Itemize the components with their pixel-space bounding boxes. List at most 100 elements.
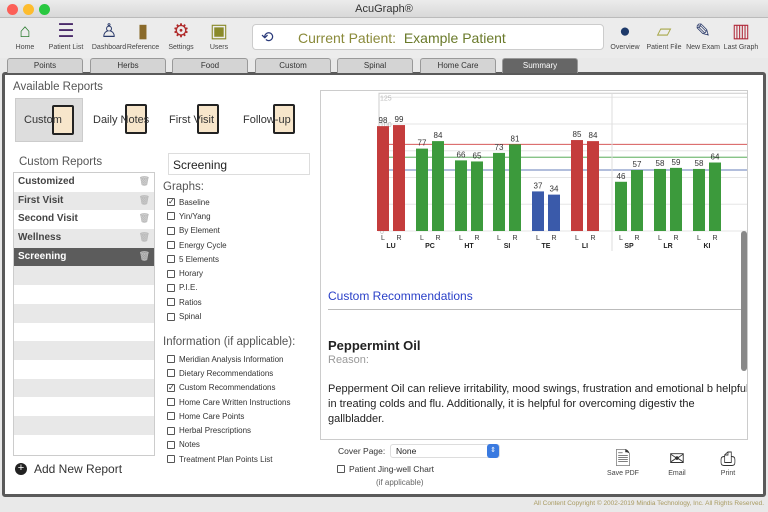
bar-KI-L <box>693 168 705 231</box>
toolbar-settings-button[interactable]: ⚙ Settings <box>160 20 202 51</box>
tab-points[interactable]: Points <box>7 58 83 73</box>
graphs-checkbox-ratios[interactable]: Ratios <box>167 295 227 309</box>
graphs-checkbox-p-i-e-[interactable]: P.I.E. <box>167 281 227 295</box>
report-name-input[interactable]: Screening <box>168 153 310 175</box>
probe-icon: ✎ <box>695 21 711 42</box>
report-preview[interactable]: 02510012581695798L99RLU77L84RPC66L65RHT7… <box>320 90 748 440</box>
checkbox-label: Dietary Recommendations <box>179 368 274 378</box>
information-checkbox-dietary-recommendations[interactable]: Dietary Recommendations <box>167 366 290 380</box>
toolbar-overview-button[interactable]: ● Overview <box>604 20 646 51</box>
information-checkbox-meridian-analysis-information[interactable]: Meridian Analysis Information <box>167 352 290 366</box>
bar-LU-L <box>377 126 389 231</box>
report-type-first-visit[interactable]: First Visit <box>163 98 231 142</box>
toolbar-dashboard-button[interactable]: ♙ Dashboard <box>88 20 130 51</box>
graphs-checkbox-yin-yang[interactable]: Yin/Yang <box>167 209 227 223</box>
tab-home-care[interactable]: Home Care <box>420 58 496 73</box>
information-checkbox-notes[interactable]: Notes <box>167 438 290 452</box>
custom-report-item[interactable]: Screening 🗑 <box>14 247 154 267</box>
bar-LI-L <box>571 140 583 231</box>
toolbar-home-button[interactable]: ⌂ Home <box>4 20 46 51</box>
empty-row <box>14 415 154 435</box>
graphs-checkbox-energy-cycle[interactable]: Energy Cycle <box>167 238 227 252</box>
save-pdf-button[interactable]: 🗎 Save PDF <box>604 450 642 478</box>
data-label: 66 <box>457 150 466 159</box>
document-icon <box>52 105 74 135</box>
toolbar-users-button[interactable]: ▣ Users <box>198 20 240 51</box>
cover-page-select[interactable]: None ⇕ <box>390 444 500 458</box>
trash-icon[interactable]: 🗑 <box>138 213 150 224</box>
tab-spinal[interactable]: Spinal <box>337 58 413 73</box>
toolbar-patient-file-button[interactable]: ▱ Patient File <box>643 20 685 51</box>
custom-report-item[interactable]: Second Visit 🗑 <box>14 210 154 229</box>
data-label: 58 <box>656 159 665 168</box>
jingwell-label: Patient Jing-well Chart <box>349 464 435 475</box>
graphs-checkbox-spinal[interactable]: Spinal <box>167 309 227 323</box>
graphs-checkbox-horary[interactable]: Horary <box>167 266 227 280</box>
graphs-checkbox-5-elements[interactable]: 5 Elements <box>167 252 227 266</box>
cover-page-value: None <box>396 446 417 456</box>
home-icon: ⌂ <box>19 21 31 42</box>
report-type-follow-up[interactable]: Follow-up <box>237 98 305 142</box>
zoom-button[interactable] <box>39 4 50 15</box>
bar-HT-L <box>455 160 467 231</box>
cover-page-label: Cover Page: <box>338 446 386 456</box>
checkbox-icon <box>167 269 175 278</box>
toolbar-new-exam-button[interactable]: ✎ New Exam <box>682 20 724 51</box>
checkbox-icon <box>167 298 175 307</box>
trash-icon[interactable]: 🗑 <box>138 194 150 205</box>
category-label: HT <box>464 243 474 250</box>
custom-report-item[interactable]: Wellness 🗑 <box>14 229 154 248</box>
custom-report-item[interactable]: First Visit 🗑 <box>14 191 154 211</box>
scrollbar[interactable] <box>741 231 747 371</box>
report-type-label: Custom <box>24 114 62 126</box>
information-checkbox-treatment-plan-points-list[interactable]: Treatment Plan Points List <box>167 452 290 466</box>
book-icon: ▮ <box>137 21 149 42</box>
checkbox-icon <box>167 241 175 250</box>
data-label: 84 <box>589 131 598 140</box>
data-label: 77 <box>418 139 427 148</box>
print-button[interactable]: ⎙ Print <box>709 450 747 478</box>
report-type-daily-notes[interactable]: Daily Notes <box>87 98 155 142</box>
checkbox-icon <box>167 355 175 364</box>
close-button[interactable] <box>7 4 18 15</box>
tab-custom[interactable]: Custom <box>255 58 331 73</box>
side-label: L <box>536 235 540 242</box>
trash-icon[interactable]: 🗑 <box>138 232 150 243</box>
tab-summary[interactable]: Summary <box>502 58 578 73</box>
custom-report-item[interactable]: Customized 🗑 <box>14 173 154 192</box>
add-new-report-button[interactable]: + Add New Report <box>15 462 122 476</box>
chevron-updown-icon: ⇕ <box>487 444 499 458</box>
tab-herbs[interactable]: Herbs <box>90 58 166 73</box>
toolbar-reference-button[interactable]: ▮ Reference <box>122 20 164 51</box>
bar-LI-R <box>587 141 599 231</box>
history-icon[interactable]: ⟲ <box>261 29 274 46</box>
information-checkbox-home-care-written-instructions[interactable]: Home Care Written Instructions <box>167 395 290 409</box>
information-checkbox-herbal-prescriptions[interactable]: Herbal Prescriptions <box>167 423 290 437</box>
tab-food[interactable]: Food <box>172 58 248 73</box>
trash-icon[interactable]: 🗑 <box>138 250 150 261</box>
toolbar-label: Patient List <box>48 44 84 51</box>
information-checkbox-home-care-points[interactable]: Home Care Points <box>167 409 290 423</box>
graphs-checkbox-by-element[interactable]: By Element <box>167 224 227 238</box>
briefcase-icon: ▣ <box>210 21 228 42</box>
minimize-button[interactable] <box>23 4 34 15</box>
side-label: R <box>396 235 401 242</box>
data-label: 73 <box>495 143 504 152</box>
checkbox-icon <box>167 312 175 321</box>
side-label: L <box>497 235 501 242</box>
side-label: L <box>459 235 463 242</box>
toolbar-label: Overview <box>610 44 640 51</box>
bar-SI-L <box>493 152 505 231</box>
information-checkbox-custom-recommendations[interactable]: ✓ Custom Recommendations <box>167 381 290 395</box>
report-type-custom[interactable]: Custom <box>15 98 83 142</box>
toolbar-last-graph-button[interactable]: ▥ Last Graph <box>720 20 762 51</box>
toolbar-label: Dashboard <box>91 44 127 51</box>
email-button[interactable]: ✉ Email <box>658 450 696 478</box>
reason-label: Reason: <box>328 354 369 366</box>
graphs-checkbox-baseline[interactable]: ✓ Baseline <box>167 195 227 209</box>
trash-icon[interactable]: 🗑 <box>138 176 150 186</box>
toolbar-patient-list-button[interactable]: ☰ Patient List <box>45 20 87 51</box>
jingwell-checkbox[interactable]: Patient Jing-well Chart <box>337 462 434 476</box>
checkbox-label: By Element <box>179 226 220 236</box>
category-label: TE <box>542 243 551 250</box>
